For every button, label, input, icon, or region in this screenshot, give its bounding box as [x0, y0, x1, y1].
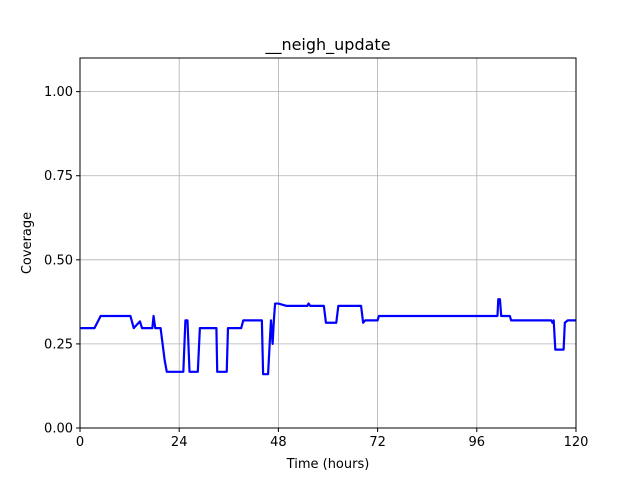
- x-ticks: 0 24 48 72 96 120: [76, 428, 589, 450]
- plot-frame: [79, 57, 577, 429]
- y-tick-label: 1.00: [44, 85, 73, 100]
- chart-title: __neigh_update: [264, 35, 390, 55]
- y-tick-label: 0.00: [44, 422, 73, 437]
- y-ticks: 0.00 0.25 0.50 0.75 1.00: [44, 85, 80, 437]
- series-layer: [80, 298, 576, 376]
- x-tick-label: 0: [76, 435, 84, 450]
- x-tick-label: 72: [369, 435, 386, 450]
- x-tick-label: 96: [469, 435, 486, 450]
- y-tick-label: 0.25: [44, 337, 73, 352]
- y-tick-label: 0.50: [44, 253, 73, 268]
- series-line-0: [80, 298, 576, 376]
- x-tick-label: 48: [270, 435, 287, 450]
- x-tick-label: 24: [171, 435, 188, 450]
- x-axis-label: Time (hours): [286, 457, 370, 472]
- x-tick-label: 120: [564, 435, 589, 450]
- y-axis-label: Coverage: [20, 212, 35, 274]
- y-tick-label: 0.75: [44, 169, 73, 184]
